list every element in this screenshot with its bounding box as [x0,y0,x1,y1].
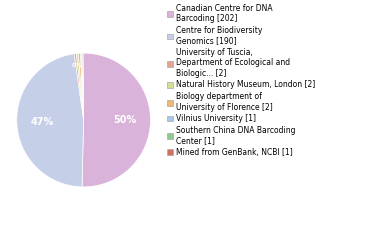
Text: 0%: 0% [71,63,82,68]
Wedge shape [78,53,84,120]
Wedge shape [74,54,84,120]
Legend: Canadian Centre for DNA
Barcoding [202], Centre for Biodiversity
Genomics [190],: Canadian Centre for DNA Barcoding [202],… [167,4,316,157]
Wedge shape [76,53,84,120]
Text: 50%: 50% [114,115,137,126]
Wedge shape [81,53,84,120]
Wedge shape [17,54,84,187]
Text: 47%: 47% [30,117,54,127]
Wedge shape [81,53,84,120]
Wedge shape [82,53,84,120]
Wedge shape [82,53,150,187]
